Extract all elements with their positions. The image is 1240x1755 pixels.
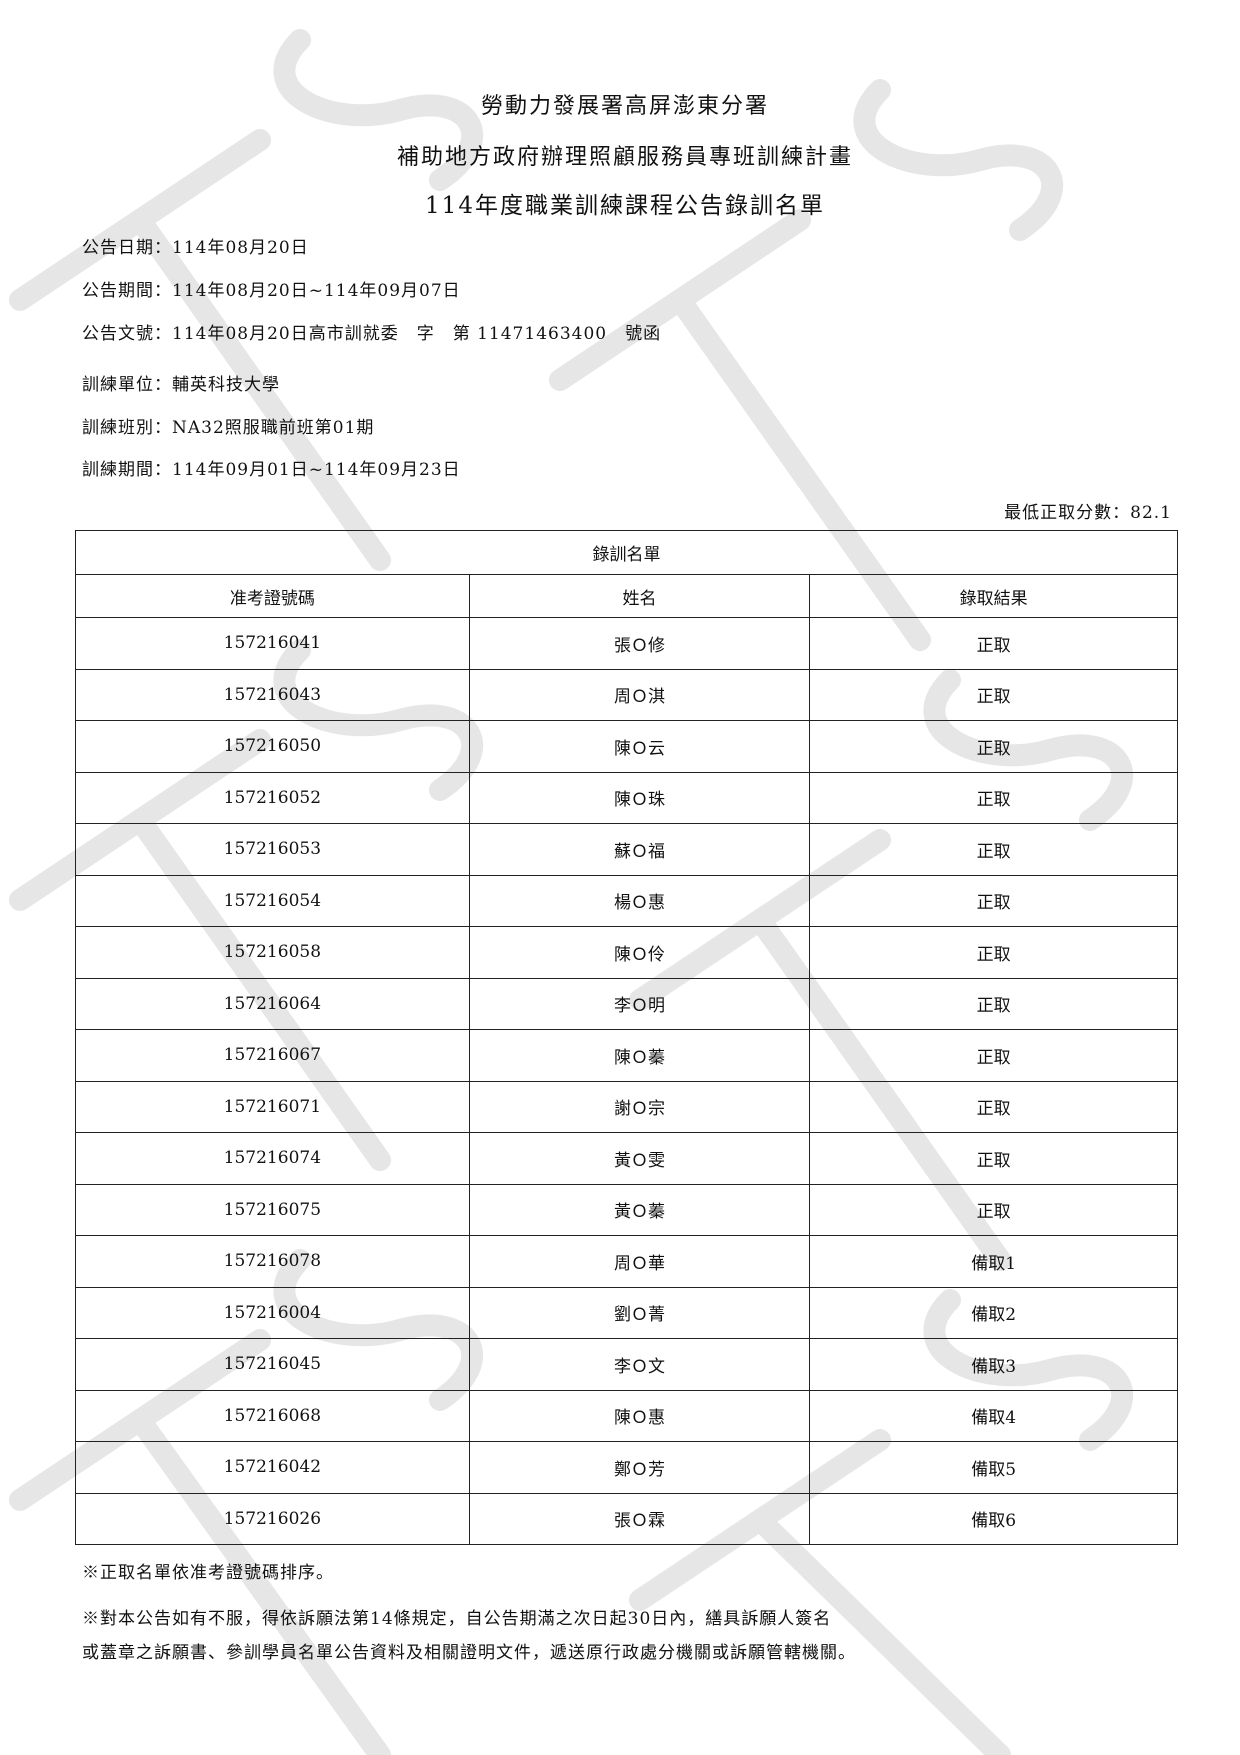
exam-number-cell: 157216004 — [75, 1286, 470, 1339]
exam-number-cell: 157216052 — [75, 771, 470, 824]
result-cell: 正取 — [809, 874, 1178, 927]
table-row: 157216041 張Ｏ修 正取 — [75, 617, 1178, 670]
table-row: 157216004 劉Ｏ菁 備取2 — [75, 1286, 1178, 1339]
name-cell: 陳Ｏ惠 — [468, 1389, 811, 1442]
result-cell: 正取 — [809, 823, 1178, 876]
result-cell: 正取 — [809, 1080, 1178, 1133]
table-row: 157216064 李Ｏ明 正取 — [75, 977, 1178, 1030]
name-cell: 張Ｏ修 — [468, 617, 811, 670]
table-row: 157216050 陳Ｏ云 正取 — [75, 720, 1178, 773]
table-row: 157216071 謝Ｏ宗 正取 — [75, 1080, 1178, 1133]
result-cell: 正取 — [809, 977, 1178, 1030]
column-header-name: 姓名 — [468, 574, 811, 618]
note-appeal-line1: ※對本公告如有不服，得依訴願法第14條規定，自公告期滿之次日起30日內，繕具訴願… — [82, 1609, 832, 1629]
name-cell: 黃Ｏ蓁 — [468, 1183, 811, 1236]
exam-number-cell: 157216071 — [75, 1080, 470, 1133]
table-row: 157216043 周Ｏ淇 正取 — [75, 668, 1178, 721]
result-cell: 正取 — [809, 1132, 1178, 1185]
result-cell: 正取 — [809, 668, 1178, 721]
exam-number-cell: 157216068 — [75, 1389, 470, 1442]
table-row: 157216058 陳Ｏ伶 正取 — [75, 926, 1178, 979]
name-cell: 陳Ｏ蓁 — [468, 1029, 811, 1082]
column-header-result: 錄取結果 — [809, 574, 1178, 618]
result-cell: 備取5 — [809, 1441, 1178, 1494]
table-caption: 錄訓名單 — [75, 530, 1178, 575]
exam-number-cell: 157216075 — [75, 1183, 470, 1236]
exam-number-cell: 157216053 — [75, 823, 470, 876]
result-cell: 正取 — [809, 617, 1178, 670]
column-header-exam-number: 准考證號碼 — [75, 574, 470, 618]
announce-date: 公告日期：114年08月20日 — [82, 238, 309, 258]
result-cell: 正取 — [809, 771, 1178, 824]
name-cell: 陳Ｏ珠 — [468, 771, 811, 824]
training-class: 訓練班別：NA32照服職前班第01期 — [82, 418, 375, 438]
name-cell: 張Ｏ霖 — [468, 1492, 811, 1545]
result-cell: 備取4 — [809, 1389, 1178, 1442]
admission-table: 錄訓名單 准考證號碼 姓名 錄取結果 157216041 張Ｏ修 正取 1572160… — [75, 530, 1178, 1545]
result-cell: 正取 — [809, 926, 1178, 979]
table-row: 157216042 鄭Ｏ芳 備取5 — [75, 1441, 1178, 1494]
result-cell: 備取2 — [809, 1286, 1178, 1339]
exam-number-cell: 157216064 — [75, 977, 470, 1030]
result-cell: 正取 — [809, 720, 1178, 773]
program-title: 補助地方政府辦理照顧服務員專班訓練計畫 — [396, 145, 853, 170]
announce-period: 公告期間：114年08月20日~114年09月07日 — [82, 281, 461, 301]
result-cell: 備取3 — [809, 1338, 1178, 1391]
name-cell: 黃Ｏ雯 — [468, 1132, 811, 1185]
result-cell: 正取 — [809, 1029, 1178, 1082]
list-title: 114年度職業訓練課程公告錄訓名單 — [425, 193, 825, 219]
training-unit: 訓練單位：輔英科技大學 — [82, 375, 280, 395]
exam-number-cell: 157216074 — [75, 1132, 470, 1185]
exam-number-cell: 157216041 — [75, 617, 470, 670]
min-score: 最低正取分數：82.1 — [1004, 503, 1172, 523]
table-row: 157216026 張Ｏ霖 備取6 — [75, 1492, 1178, 1545]
exam-number-cell: 157216045 — [75, 1338, 470, 1391]
exam-number-cell: 157216054 — [75, 874, 470, 927]
exam-number-cell: 157216042 — [75, 1441, 470, 1494]
name-cell: 楊Ｏ惠 — [468, 874, 811, 927]
exam-number-cell: 157216043 — [75, 668, 470, 721]
agency-title: 勞動力發展署高屏澎東分署 — [480, 94, 769, 119]
exam-number-cell: 157216026 — [75, 1492, 470, 1545]
table-row: 157216078 周Ｏ華 備取1 — [75, 1235, 1178, 1288]
name-cell: 鄭Ｏ芳 — [468, 1441, 811, 1494]
result-cell: 備取6 — [809, 1492, 1178, 1545]
exam-number-cell: 157216067 — [75, 1029, 470, 1082]
table-row: 157216052 陳Ｏ珠 正取 — [75, 771, 1178, 824]
table-row: 157216053 蘇Ｏ福 正取 — [75, 823, 1178, 876]
exam-number-cell: 157216050 — [75, 720, 470, 773]
exam-number-cell: 157216078 — [75, 1235, 470, 1288]
name-cell: 蘇Ｏ福 — [468, 823, 811, 876]
table-row: 157216068 陳Ｏ惠 備取4 — [75, 1389, 1178, 1442]
name-cell: 李Ｏ文 — [468, 1338, 811, 1391]
table-row: 157216067 陳Ｏ蓁 正取 — [75, 1029, 1178, 1082]
note-sorting: ※正取名單依准考證號碼排序。 — [82, 1563, 334, 1583]
table-row: 157216054 楊Ｏ惠 正取 — [75, 874, 1178, 927]
note-appeal-line2: 或蓋章之訴願書、參訓學員名單公告資料及相關證明文件，遞送原行政處分機關或訴願管轄… — [82, 1643, 856, 1663]
announce-doc-number: 公告文號：114年08月20日高市訓就委 字 第 11471463400 號函 — [82, 324, 662, 344]
name-cell: 周Ｏ淇 — [468, 668, 811, 721]
result-cell: 備取1 — [809, 1235, 1178, 1288]
result-cell: 正取 — [809, 1183, 1178, 1236]
table-row: 157216074 黃Ｏ雯 正取 — [75, 1132, 1178, 1185]
name-cell: 李Ｏ明 — [468, 977, 811, 1030]
table-row: 157216045 李Ｏ文 備取3 — [75, 1338, 1178, 1391]
name-cell: 謝Ｏ宗 — [468, 1080, 811, 1133]
name-cell: 陳Ｏ云 — [468, 720, 811, 773]
name-cell: 陳Ｏ伶 — [468, 926, 811, 979]
name-cell: 周Ｏ華 — [468, 1235, 811, 1288]
table-row: 157216075 黃Ｏ蓁 正取 — [75, 1183, 1178, 1236]
training-period: 訓練期間：114年09月01日~114年09月23日 — [82, 460, 461, 480]
exam-number-cell: 157216058 — [75, 926, 470, 979]
name-cell: 劉Ｏ菁 — [468, 1286, 811, 1339]
